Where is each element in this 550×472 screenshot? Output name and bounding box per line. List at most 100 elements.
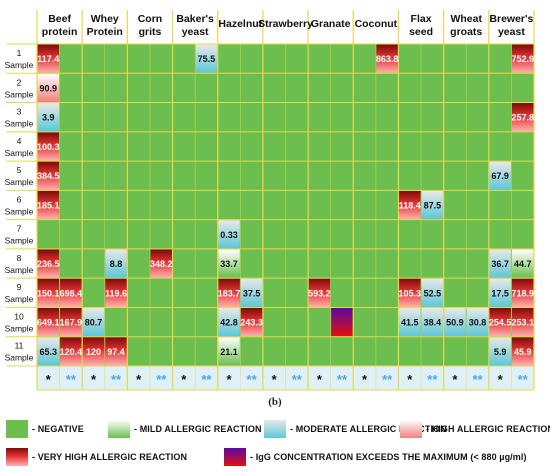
row-number-label: 9 [17,282,22,292]
single-asterisk-marker: * [181,372,187,387]
single-asterisk-marker: * [317,372,323,387]
cell-value-label: 593.2 [308,288,331,298]
row-sample-label: Sample [5,119,34,129]
heatmap-cell-moderate [489,161,511,190]
single-asterisk-marker: * [272,372,278,387]
cell-value-label: 44.7 [514,259,532,269]
double-asterisk-marker: ** [518,372,529,387]
cell-value-label: 236.5 [37,259,60,269]
cell-value-label: 649.1 [37,318,60,328]
legend-swatch [6,420,28,438]
cell-value-label: 384.5 [37,171,60,181]
heatmap-chart: 117.4 75.5 863.8 752.9 90.9 3.9 257.8 100.3 384.… [5,10,535,391]
row-sample-label: Sample [5,323,34,333]
row-sample-label: Sample [5,265,34,275]
heatmap-cell-very_high [60,307,82,337]
heatmap-cell-very_high [37,249,60,278]
row-sample-label: Sample [5,353,34,363]
heatmap-cell-moderate [37,337,60,366]
row-sample-label: Sample [5,89,34,99]
cell-value-label: 0.33 [220,230,238,240]
heatmap-cell-very_high [218,278,240,307]
cell-value-label: 118.4 [399,201,421,211]
double-asterisk-marker: ** [292,372,303,387]
heatmap-cell-very_high [37,132,60,161]
heatmap-cell-exceeds [331,307,353,337]
column-header-label: protein [42,26,78,38]
cell-value-label: 87.5 [424,201,442,211]
cell-value-label: 50.9 [446,318,464,328]
row-number-label: 1 [17,48,22,58]
column-header-label: Granate [311,18,351,30]
heatmap-cell-moderate [489,249,511,278]
cell-value-label: 45.9 [514,347,532,357]
cell-value-label: 863.8 [376,54,399,64]
double-asterisk-marker: ** [247,372,258,387]
cell-value-label: 348.2 [150,259,173,269]
column-header-label: yeast [498,26,525,38]
heatmap-cell-moderate [489,337,511,366]
heatmap-cell-very_high [511,44,534,73]
legend-item-exceeds: - IgG CONCENTRATION EXCEEDS THE MAXIMUM … [224,448,527,466]
double-asterisk-marker: ** [201,372,212,387]
heatmap-cell-very_high [37,190,60,220]
heatmap-cell-very_high [511,307,534,337]
heatmap-cell-moderate [195,44,218,73]
heatmap-cell-moderate [421,278,444,307]
heatmap-cell-high [37,73,60,103]
legend-label: - IgG CONCENTRATION EXCEEDS THE MAXIMUM … [250,452,527,462]
legend: - NEGATIVE - MILD ALLERGIC REACTION - MODE… [0,416,550,472]
column-header-label: Beef [48,13,71,25]
row-number-label: 10 [14,311,24,321]
cell-value-label: 67.9 [491,171,509,181]
cell-value-label: 75.5 [198,54,216,64]
legend-item-negative: - NEGATIVE [6,420,84,438]
heatmap-cell-very_high [398,190,421,220]
double-asterisk-marker: ** [472,372,483,387]
heatmap-cell-very_high [511,103,534,132]
single-asterisk-marker: * [46,372,52,387]
heatmap-cell-very_high [37,44,60,73]
column-header-label: yeast [182,26,209,38]
cell-value-label: 254.5 [489,318,512,328]
column-header-label: Strawberry [258,18,313,30]
column-header-label: Coconut [355,18,398,30]
row-number-label: 2 [17,77,22,87]
heatmap-cell-very_high [37,307,60,337]
cell-value-label: 167.9 [60,318,83,328]
cell-value-label: 42.8 [220,318,238,328]
legend-item-high: - HIGH ALLERGIC REACTION [400,420,550,438]
cell-value-label: 253.1 [511,318,534,328]
cell-value-label: 8.8 [110,259,123,269]
column-header-label: groats [450,26,482,38]
cell-value-label: 21.1 [220,347,238,357]
heatmap-cell-moderate [218,220,240,249]
double-asterisk-marker: ** [66,372,77,387]
legend-swatch [108,420,130,438]
single-asterisk-marker: * [136,372,142,387]
cell-value-label: 36.7 [491,259,509,269]
heatmap-cell-moderate [218,307,240,337]
row-number-label: 7 [17,224,22,234]
cell-value-label: 90.9 [40,83,58,93]
column-header-label: Hazelnut [218,18,262,30]
double-asterisk-marker: ** [156,372,167,387]
row-sample-label: Sample [5,60,34,70]
row-sample-label: Sample [5,177,34,187]
legend-swatch [6,448,28,466]
heatmap-cell-very_high [60,337,82,366]
heatmap-cell-moderate [489,278,511,307]
cell-value-label: 5.9 [494,347,507,357]
legend-label: - VERY HIGH ALLERGIC REACTION [32,452,188,462]
cell-value-label: 185.1 [37,201,60,211]
legend-item-moderate: - MODERATE ALLERGIC REACTION [264,420,447,438]
heatmap-cell-very_high [376,44,398,73]
heatmap-cell-mild [218,337,240,366]
heatmap-cell-very_high [240,307,263,337]
heatmap-cell-very_high [105,278,127,307]
single-asterisk-marker: * [452,372,458,387]
heatmap-cell-moderate [398,307,421,337]
cell-value-label: 30.8 [469,318,487,328]
column-header-label: Flax [411,13,432,25]
cell-value-label: 117.4 [37,54,59,64]
